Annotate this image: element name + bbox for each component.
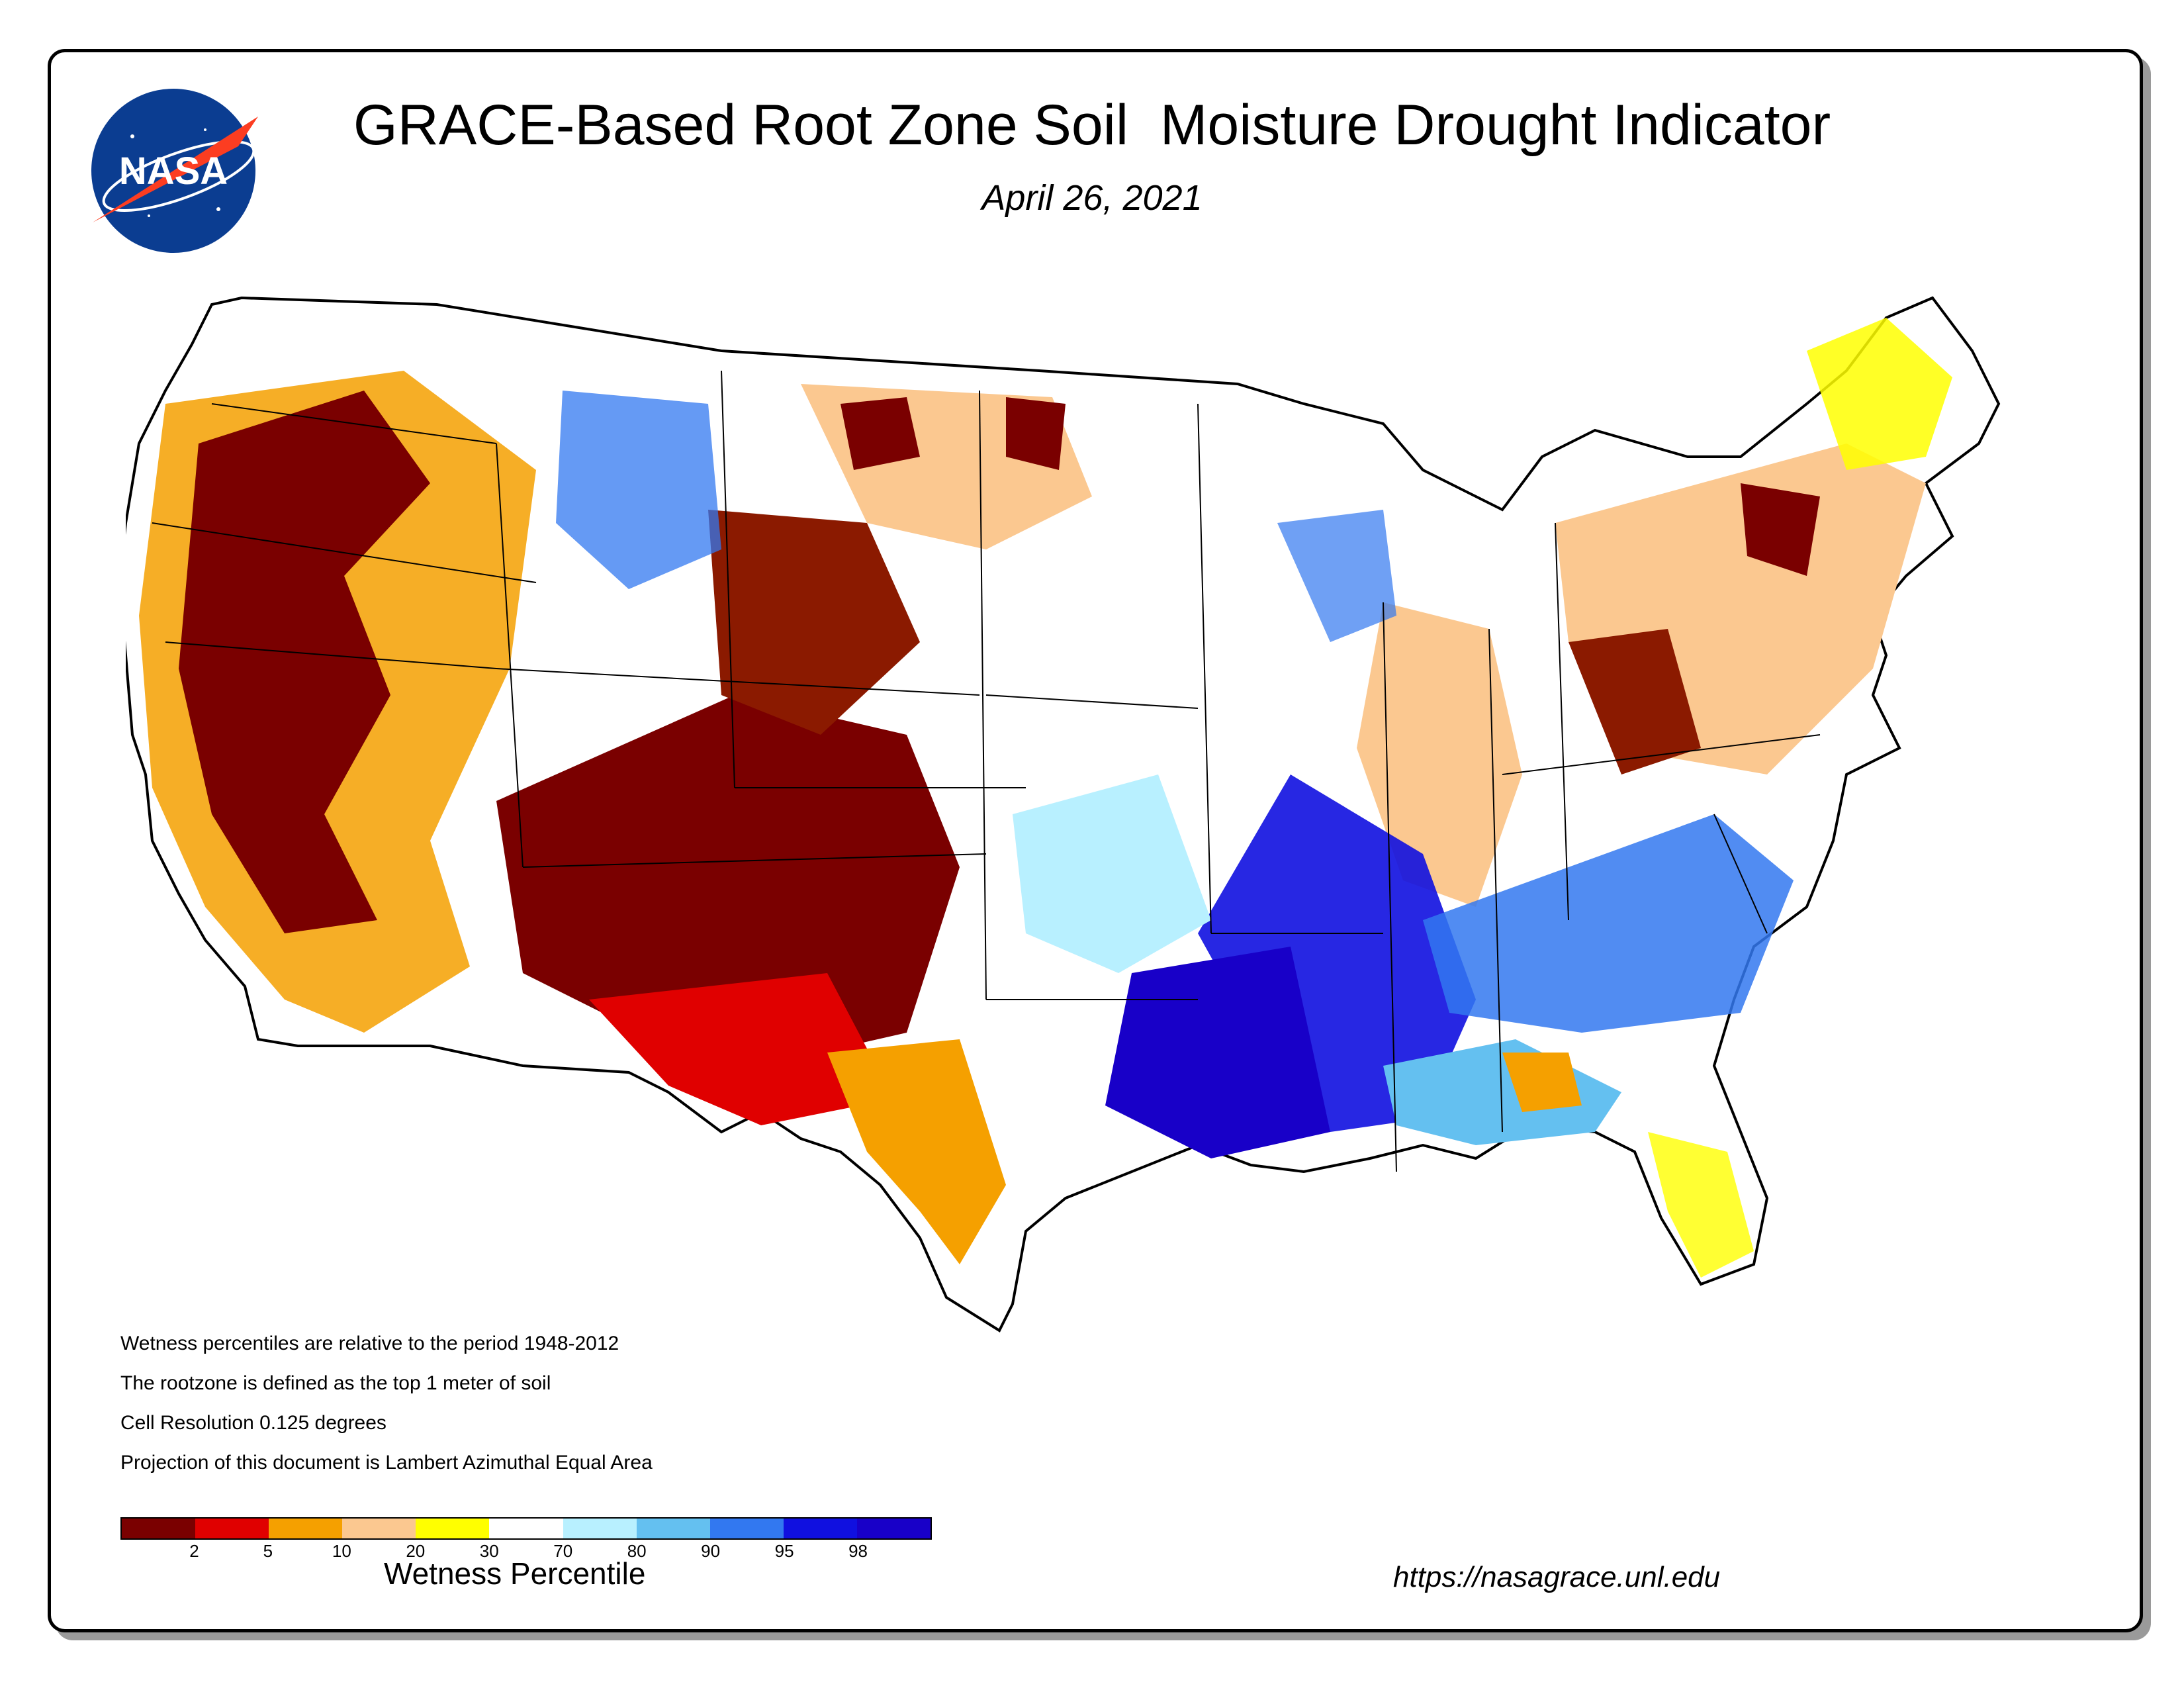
nasa-logo: NASA: [91, 89, 258, 253]
nasa-logo-text: NASA: [119, 150, 228, 193]
legend-swatch: [195, 1519, 269, 1538]
map-date: April 26, 2021: [981, 178, 1203, 218]
legend-tick-label: 90: [701, 1541, 721, 1561]
note-projection: Projection of this document is Lambert A…: [120, 1452, 653, 1474]
legend-title: Wetness Percentile: [384, 1556, 646, 1591]
note-period: Wetness percentiles are relative to the …: [120, 1333, 619, 1354]
legend-tick-label: 30: [479, 1541, 499, 1561]
legend-swatch: [783, 1519, 857, 1538]
legend-swatch: [563, 1519, 637, 1538]
note-rootzone: The rootzone is defined as the top 1 met…: [120, 1372, 551, 1394]
legend-swatch: [489, 1519, 563, 1538]
legend-tick-label: 20: [406, 1541, 426, 1561]
legend-swatch: [636, 1519, 710, 1538]
legend-ticks: 2 5 10 20 30 70 80 90 95 98: [120, 1541, 932, 1568]
legend-tick-label: 5: [263, 1541, 273, 1561]
color-legend: [120, 1517, 932, 1540]
legend-swatch: [416, 1519, 490, 1538]
us-drought-map: [126, 296, 2001, 1333]
map-notes: Wetness percentiles are relative to the …: [120, 1324, 653, 1483]
legend-swatch: [269, 1519, 343, 1538]
legend-swatch: [709, 1519, 784, 1538]
state-boundaries: [152, 370, 1821, 1172]
legend-tick-label: 98: [848, 1541, 868, 1561]
map-title: GRACE-Based Root Zone Soil Moisture Drou…: [353, 93, 1831, 157]
wetness-patches: [139, 318, 1952, 1278]
legend-tick-label: 10: [332, 1541, 351, 1561]
legend-tick-label: 70: [553, 1541, 573, 1561]
legend-tick-label: 95: [774, 1541, 794, 1561]
legend-swatch: [342, 1519, 416, 1538]
legend-tick-label: 2: [189, 1541, 199, 1561]
legend-swatch: [856, 1519, 931, 1538]
note-resolution: Cell Resolution 0.125 degrees: [120, 1412, 387, 1434]
legend-swatch: [122, 1519, 196, 1538]
legend-tick-label: 80: [627, 1541, 647, 1561]
source-url[interactable]: https://nasagrace.unl.edu: [1393, 1561, 1721, 1593]
